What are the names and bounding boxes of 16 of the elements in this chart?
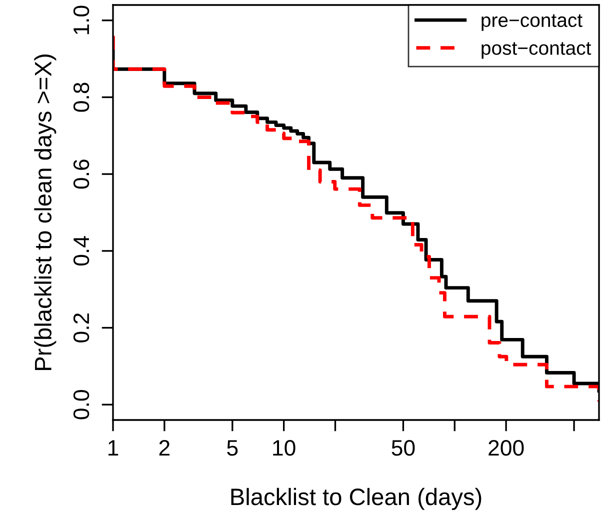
- y-tick-label: 0.6: [73, 160, 90, 189]
- y-tick-label: 0.2: [73, 313, 90, 342]
- y-axis-title: Pr(blacklist to clean days >=X): [34, 54, 56, 370]
- x-tick-label: 200: [488, 440, 524, 456]
- y-tick-label: 1.0: [73, 6, 90, 34]
- x-axis-title: Blacklist to Clean (days): [231, 488, 482, 510]
- x-tick-label: 5: [227, 440, 238, 456]
- legend-label: post−contact: [482, 42, 592, 59]
- y-tick-label: 0.8: [73, 82, 90, 112]
- legend-label: pre−contact: [482, 14, 582, 31]
- y-tick-label: 0.0: [73, 390, 90, 420]
- x-tick-label: 2: [159, 440, 170, 456]
- x-tick-label: 50: [392, 440, 415, 456]
- y-tick-label: 0.4: [73, 236, 90, 266]
- x-tick-label: 1: [108, 440, 118, 456]
- x-tick-label: 10: [273, 440, 296, 456]
